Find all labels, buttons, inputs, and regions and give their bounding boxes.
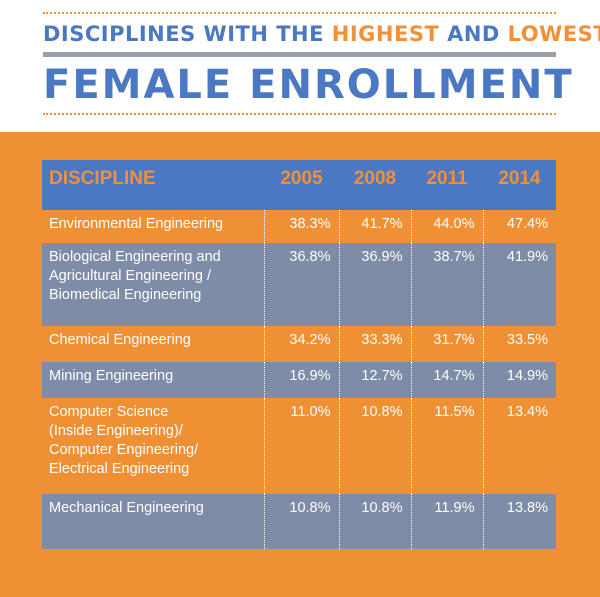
table-body: Environmental Engineering 38.3% 41.7% 44.0%… <box>42 210 556 549</box>
discipline-name-cell: Computer Science (Inside Engineering)/ Com… <box>42 398 264 494</box>
value-cell-2014: 13.4% <box>482 398 556 494</box>
title-text-part1: DISCIPLINES WITH THE <box>43 22 332 46</box>
discipline-name-line: Computer Engineering/ <box>49 442 199 458</box>
table-header-row: DISCIPLINE 2005 2008 2011 2014 <box>42 160 556 210</box>
column-header-2005: 2005 <box>280 168 323 189</box>
value-cell-2008: 33.3% <box>338 326 411 362</box>
table-row: Biological Engineering and Agricultural E… <box>42 243 556 326</box>
discipline-name-line: Chemical Engineering <box>49 332 191 348</box>
value-cell-2008: 36.9% <box>338 243 411 326</box>
title-text-part2: AND <box>439 22 508 46</box>
title-rule <box>43 52 556 57</box>
value-cell-2005: 38.3% <box>263 210 339 243</box>
discipline-name-line: Mechanical Engineering <box>49 500 204 516</box>
value-cell-2008: 10.8% <box>338 494 411 549</box>
value-cell-2005: 36.8% <box>263 243 339 326</box>
value-cell-2014: 33.5% <box>482 326 556 362</box>
discipline-name-cell: Chemical Engineering <box>42 326 264 362</box>
value-cell-2005: 11.0% <box>263 398 339 494</box>
top-dotted-divider <box>43 12 556 14</box>
table-row: Chemical Engineering 34.2% 33.3% 31.7% 33.5% <box>42 326 556 362</box>
value-cell-2008: 41.7% <box>338 210 411 243</box>
column-header-2008: 2008 <box>353 168 397 189</box>
discipline-name-line: Computer Science <box>49 404 169 420</box>
title-line-1: DISCIPLINES WITH THE HIGHEST AND LOWEST <box>43 22 600 46</box>
column-header-discipline: DISCIPLINE <box>49 168 156 189</box>
discipline-name-line: Mining Engineering <box>49 368 174 384</box>
discipline-name-cell: Biological Engineering and Agricultural E… <box>42 243 264 326</box>
value-cell-2014: 14.9% <box>482 362 556 398</box>
value-cell-2011: 31.7% <box>410 326 483 362</box>
discipline-name-line: (Inside Engineering)/ <box>49 423 183 439</box>
value-cell-2014: 13.8% <box>482 494 556 549</box>
discipline-name-cell: Environmental Engineering <box>42 210 264 243</box>
value-cell-2014: 41.9% <box>482 243 556 326</box>
value-cell-2014: 47.4% <box>482 210 556 243</box>
discipline-name-line: Biomedical Engineering <box>49 287 202 303</box>
value-cell-2008: 10.8% <box>338 398 411 494</box>
table-row: Mechanical Engineering 10.8% 10.8% 11.9% 13.… <box>42 494 556 549</box>
column-header-2011: 2011 <box>426 168 468 189</box>
value-cell-2011: 11.5% <box>410 398 483 494</box>
value-cell-2005: 16.9% <box>263 362 339 398</box>
discipline-name-line: Electrical Engineering <box>49 461 190 477</box>
discipline-name-line: Agricultural Engineering / <box>49 268 212 284</box>
value-cell-2005: 34.2% <box>263 326 339 362</box>
title-highlight-highest: HIGHEST <box>331 22 440 46</box>
value-cell-2005: 10.8% <box>263 494 339 549</box>
value-cell-2011: 38.7% <box>410 243 483 326</box>
bottom-dotted-divider <box>43 113 556 115</box>
value-cell-2011: 11.9% <box>410 494 483 549</box>
table-row: Mining Engineering 16.9% 12.7% 14.7% 14.9% <box>42 362 556 398</box>
column-header-2014: 2014 <box>498 168 541 189</box>
enrollment-table: DISCIPLINE 2005 2008 2011 2014 Environme… <box>42 160 556 549</box>
title-line-2: FEMALE ENROLLMENT <box>43 62 574 108</box>
discipline-name-line: Biological Engineering and <box>49 249 221 265</box>
discipline-name-cell: Mining Engineering <box>42 362 264 398</box>
value-cell-2011: 14.7% <box>410 362 483 398</box>
table-row: Environmental Engineering 38.3% 41.7% 44.0%… <box>42 210 556 243</box>
value-cell-2011: 44.0% <box>410 210 483 243</box>
table-row: Computer Science (Inside Engineering)/ Com… <box>42 398 556 494</box>
title-highlight-lowest: LOWEST <box>507 22 600 46</box>
discipline-name-cell: Mechanical Engineering <box>42 494 264 549</box>
value-cell-2008: 12.7% <box>338 362 411 398</box>
discipline-name-line: Environmental Engineering <box>49 216 224 232</box>
header: DISCIPLINES WITH THE HIGHEST AND LOWEST … <box>0 0 600 132</box>
